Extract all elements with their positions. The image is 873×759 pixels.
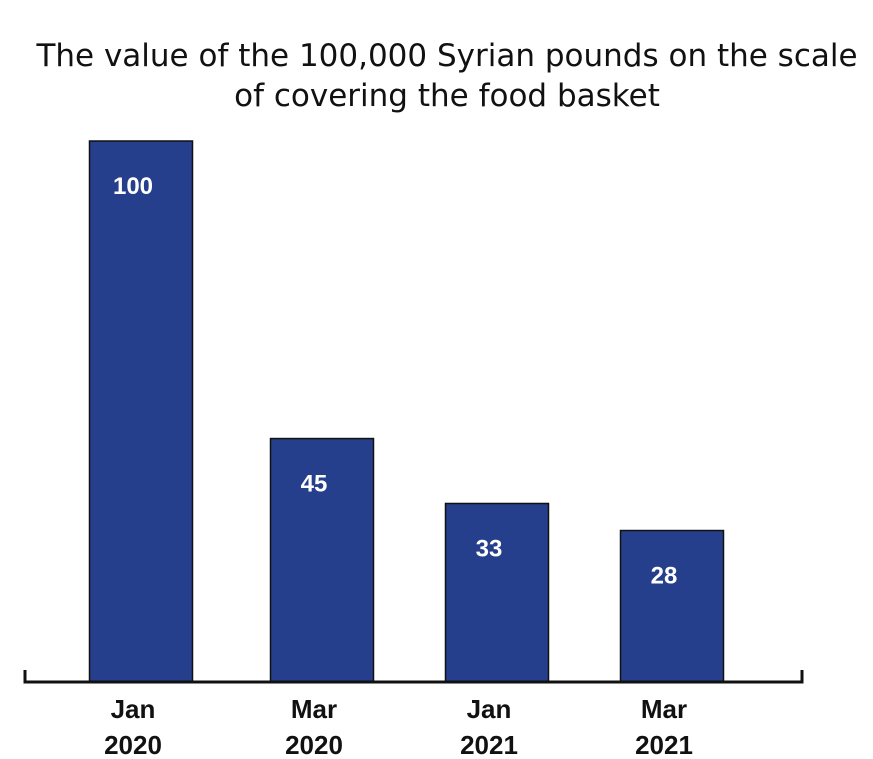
category-label-1-line-0: Mar (291, 694, 337, 724)
chart-title-line-2: of covering the food basket (234, 78, 660, 114)
category-label-3-line-0: Mar (641, 694, 687, 724)
category-labels-group: Jan 2020 Mar 2020 Jan 2021 Mar 2021 (104, 694, 693, 759)
category-label-2-line-0: Jan (467, 694, 512, 724)
bar-0 (88, 140, 194, 683)
chart-title-line-1: The value of the 100,000 Syrian pounds o… (35, 38, 857, 74)
value-labels-group: 100 45 33 28 (113, 173, 677, 590)
value-label-3: 28 (651, 563, 678, 590)
bar-3 (619, 529, 725, 683)
value-label-1: 45 (301, 471, 328, 498)
category-label-1-line-1: 2020 (285, 730, 343, 759)
bar-1 (269, 437, 375, 683)
chart-title: The value of the 100,000 Syrian pounds o… (35, 38, 857, 114)
category-label-3-line-1: 2021 (635, 730, 693, 759)
category-label-2-line-1: 2021 (460, 730, 518, 759)
bar-2 (444, 502, 550, 683)
value-label-2: 33 (476, 535, 503, 562)
category-label-0-line-0: Jan (111, 694, 156, 724)
value-label-0: 100 (113, 173, 153, 200)
category-label-0-line-1: 2020 (104, 730, 162, 759)
bars-group (88, 140, 725, 683)
x-axis (23, 670, 804, 684)
